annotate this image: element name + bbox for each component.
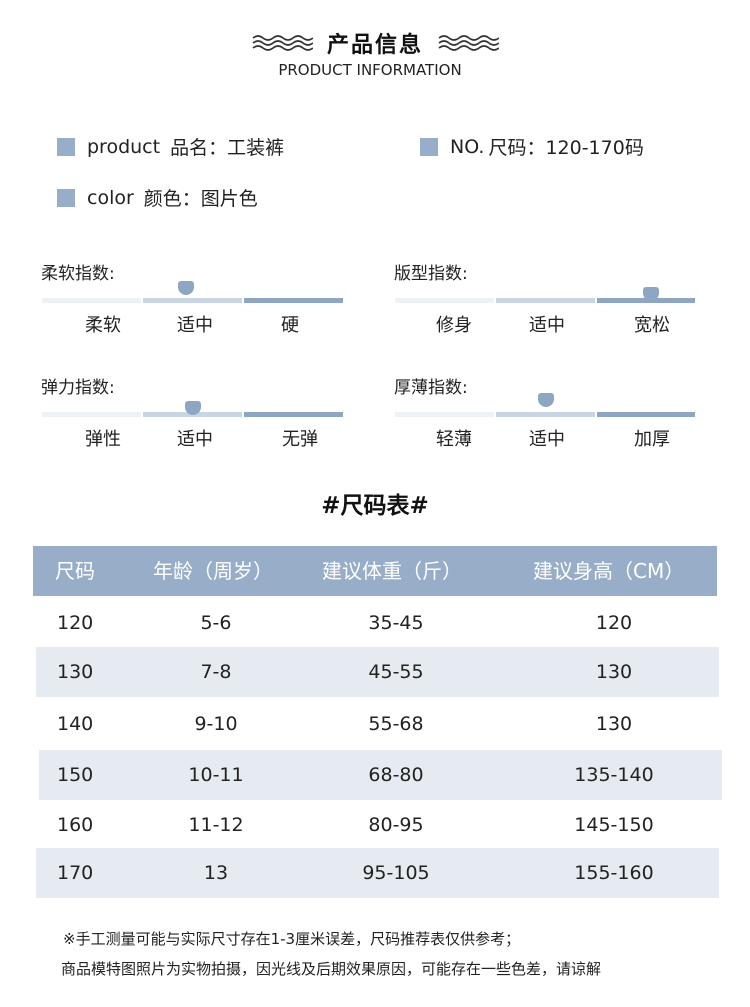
softness-option-1: 柔软 — [85, 315, 121, 336]
thickness-marker-icon — [538, 393, 554, 407]
cell-age: 5-6 — [200, 612, 232, 634]
info-color: color 颜色：图片色 — [57, 184, 258, 211]
softness-bar-right — [244, 298, 343, 303]
table-row: 150 10-11 68-80 135-140 — [39, 750, 722, 800]
cell-weight: 45-55 — [368, 661, 424, 683]
elasticity-bar-left — [42, 412, 141, 417]
cell-weight: 55-68 — [368, 713, 424, 735]
cell-height: 145-150 — [574, 814, 654, 836]
cell-height: 155-160 — [574, 862, 654, 884]
table-row: 130 7-8 45-55 130 — [36, 647, 719, 697]
measurement-note: ※手工测量可能与实际尺寸存在1-3厘米误差，尺码推荐表仅供参考； — [63, 930, 521, 948]
softness-index-label: 柔软指数: — [41, 264, 115, 284]
softness-bar-left — [42, 298, 141, 303]
elasticity-index-label: 弹力指数: — [41, 378, 115, 398]
fit-option-3: 宽松 — [634, 315, 670, 336]
info-color-en: color — [87, 186, 134, 209]
cell-weight: 68-80 — [368, 764, 424, 786]
table-row: 160 11-12 80-95 145-150 — [36, 800, 716, 850]
info-size: NO. 尺码：120-170码 — [420, 133, 644, 160]
fit-bar-right — [597, 298, 695, 303]
thickness-index-label: 厚薄指数: — [394, 378, 468, 398]
softness-option-2: 适中 — [177, 315, 213, 336]
page-subtitle: PRODUCT INFORMATION — [278, 61, 462, 79]
info-product-en: product — [87, 135, 161, 158]
elasticity-option-1: 弹性 — [85, 429, 121, 450]
cell-age: 7-8 — [200, 661, 232, 683]
table-row: 140 9-10 55-68 130 — [36, 699, 716, 749]
square-bullet-icon — [57, 137, 75, 156]
size-table-header: 尺码 年龄（周岁） 建议体重（斤） 建议身高（CM） — [33, 546, 717, 596]
cell-age: 13 — [203, 862, 229, 884]
cell-age: 11-12 — [188, 814, 244, 836]
cell-age: 10-11 — [188, 764, 244, 786]
cell-age: 9-10 — [194, 713, 238, 735]
thickness-bar-left — [395, 412, 494, 417]
table-row: 120 5-6 35-45 120 — [36, 598, 716, 648]
softness-bar-mid — [143, 298, 242, 303]
thickness-option-1: 轻薄 — [436, 429, 472, 450]
fit-option-2: 适中 — [529, 315, 565, 336]
cell-size: 160 — [57, 814, 94, 836]
info-product: product 品名：工装裤 — [57, 133, 284, 160]
fit-bar-mid — [496, 298, 595, 303]
info-size-label: 尺码：120-170码 — [488, 137, 644, 159]
header-weight: 建议体重（斤） — [322, 559, 462, 583]
fit-marker-icon — [643, 287, 659, 301]
table-row: 170 13 95-105 155-160 — [36, 848, 719, 898]
cell-size: 170 — [57, 862, 94, 884]
cell-height: 130 — [595, 713, 633, 735]
cell-height: 130 — [595, 661, 633, 683]
square-bullet-icon — [420, 137, 438, 156]
info-product-label: 品名：工装裤 — [170, 137, 285, 159]
info-color-label: 颜色：图片色 — [143, 188, 258, 210]
elasticity-bar-right — [244, 412, 343, 417]
info-size-en: NO. — [450, 135, 485, 158]
fit-bar-left — [395, 298, 494, 303]
elasticity-option-3: 无弹 — [282, 429, 318, 450]
cell-weight: 35-45 — [368, 612, 424, 634]
elasticity-option-2: 适中 — [177, 429, 213, 450]
cell-weight: 80-95 — [368, 814, 424, 836]
cell-size: 150 — [57, 764, 94, 786]
cell-size: 130 — [57, 661, 94, 683]
size-table-title: #尺码表# — [321, 493, 429, 519]
title-row: 产品信息 — [0, 26, 750, 60]
wave-left-icon — [252, 35, 313, 51]
cell-size: 140 — [57, 713, 94, 735]
thickness-option-3: 加厚 — [634, 429, 670, 450]
header-age: 年龄（周岁） — [153, 559, 273, 583]
cell-weight: 95-105 — [362, 862, 430, 884]
header-size: 尺码 — [55, 559, 95, 583]
thickness-bar-right — [597, 412, 695, 417]
page-title: 产品信息 — [326, 33, 423, 58]
thickness-option-2: 适中 — [529, 429, 565, 450]
thickness-bar-mid — [496, 412, 595, 417]
fit-index-label: 版型指数: — [394, 264, 468, 284]
wave-right-icon — [438, 35, 499, 51]
header-height: 建议身高（CM） — [533, 559, 685, 583]
elasticity-marker-icon — [185, 401, 201, 415]
cell-size: 120 — [57, 612, 94, 634]
softness-marker-icon — [178, 281, 194, 295]
square-bullet-icon — [57, 188, 75, 207]
cell-height: 120 — [595, 612, 633, 634]
fit-option-1: 修身 — [436, 315, 472, 336]
softness-option-3: 硬 — [281, 315, 299, 336]
cell-height: 135-140 — [574, 764, 654, 786]
color-note: 商品模特图照片为实物拍摄，因光线及后期效果原因，可能存在一些色差，请谅解 — [61, 960, 602, 978]
